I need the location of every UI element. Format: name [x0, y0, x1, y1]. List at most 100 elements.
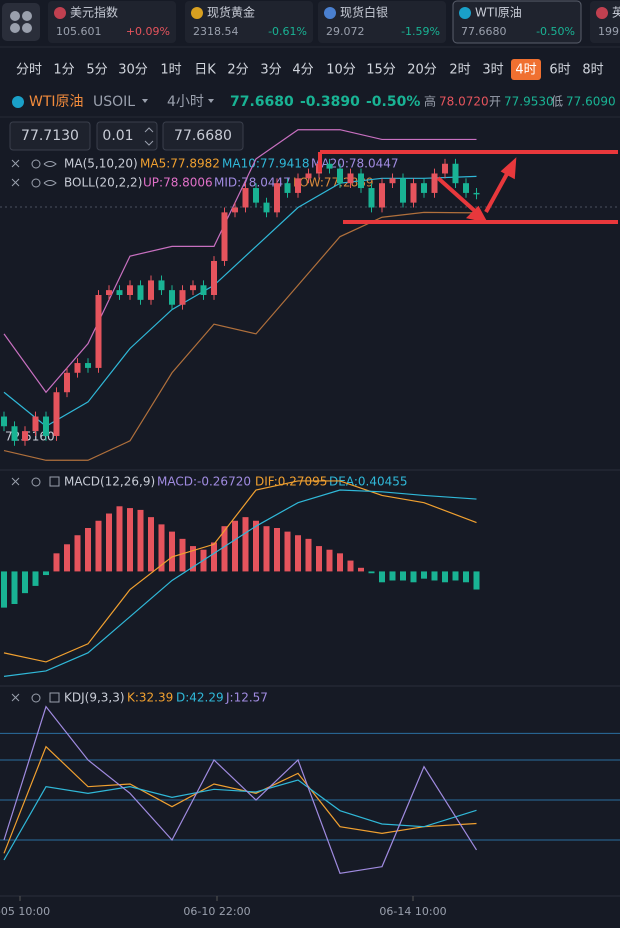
stepper[interactable]: [144, 127, 154, 146]
timeframe[interactable]: 分时: [16, 63, 42, 78]
k-line: [3, 745, 477, 854]
macd-bar: [64, 544, 70, 572]
candle-body: [326, 163, 333, 169]
timeframe[interactable]: 10分: [326, 63, 356, 78]
candle-body: [179, 290, 186, 305]
timeframe[interactable]: 30分: [118, 63, 148, 78]
legend-icons[interactable]: [11, 159, 60, 703]
candle-body: [221, 212, 228, 261]
timeframe[interactable]: 3分: [260, 63, 281, 78]
macd-bar: [473, 571, 480, 590]
candle-body: [127, 285, 133, 295]
legend-title: BOLL(20,2,2): [64, 176, 142, 190]
legend-value: MA10:77.9418: [222, 157, 310, 171]
dropdown-arrow[interactable]: [142, 99, 148, 103]
candle-body: [442, 163, 448, 174]
tab[interactable]: [185, 1, 313, 43]
high: 78.0720: [439, 95, 489, 109]
timeframe[interactable]: 1分: [53, 63, 74, 78]
dea-line: [3, 489, 477, 677]
legend-value: MA5:77.8982: [140, 157, 220, 171]
candle-body: [400, 178, 406, 203]
tab[interactable]: [48, 1, 176, 43]
legend-value: DEA:0.40455: [329, 475, 408, 489]
macd-bar: [95, 520, 102, 572]
last-price: 77.6680: [230, 94, 294, 110]
macd-bar: [326, 549, 333, 572]
timeframe[interactable]: 4分: [292, 63, 313, 78]
timeframe[interactable]: 日K: [194, 63, 216, 78]
candle-body: [242, 188, 249, 208]
tab-name: 美元指数: [70, 5, 118, 20]
input-box[interactable]: [162, 121, 244, 151]
timeframe[interactable]: 8时: [582, 63, 603, 78]
candle-body: [463, 183, 469, 193]
candle-body: [137, 285, 144, 300]
tab[interactable]: [318, 1, 446, 43]
macd-bar: [148, 517, 154, 572]
candle-body: [43, 416, 49, 436]
candle-body: [274, 183, 280, 213]
macd-bar: [211, 542, 217, 572]
input-box[interactable]: [96, 121, 158, 151]
input-price[interactable]: 77.7130: [21, 128, 79, 144]
timeframe[interactable]: 2时: [449, 63, 470, 78]
macd-bar: [242, 517, 249, 572]
candle-body: [190, 285, 196, 291]
timeframe[interactable]: 3时: [482, 63, 503, 78]
candle-body: [1, 416, 7, 427]
macd-bar: [232, 520, 238, 572]
macd-bar: [106, 513, 112, 572]
tab-change: +0.09%: [126, 25, 170, 38]
symbol[interactable]: WTI原油: [29, 94, 84, 110]
macd-bar: [442, 571, 448, 583]
open: 77.9530: [504, 95, 554, 109]
d-line: [3, 779, 477, 861]
candle-body: [284, 183, 291, 193]
j-line: [3, 705, 478, 875]
high-label: 高: [424, 94, 436, 109]
symbol-icon: [12, 96, 24, 108]
timeframe[interactable]: 2分: [227, 63, 248, 78]
macd-bar: [431, 571, 438, 581]
candle-body: [389, 178, 396, 184]
candle-body: [263, 202, 270, 213]
timeframe[interactable]: 4时: [515, 63, 536, 78]
tab-icon: [596, 7, 608, 19]
timeframe[interactable]: 1时: [160, 63, 181, 78]
legend-value: MA20:78.0447: [311, 157, 399, 171]
input-price[interactable]: 77.6680: [174, 128, 232, 144]
candle-body: [64, 372, 70, 393]
candle-body: [473, 192, 480, 195]
boll-mid: [3, 175, 477, 427]
period[interactable]: 4小时: [167, 94, 204, 110]
tab-price: 2318.54: [193, 25, 239, 38]
candle-body: [148, 280, 154, 300]
dropdown-arrow[interactable]: [208, 99, 214, 103]
change-pct: -0.50%: [366, 94, 420, 110]
menu-button[interactable]: [2, 3, 40, 41]
timeframe[interactable]: 6时: [549, 63, 570, 78]
tab-name: WTI原油: [475, 6, 522, 20]
legend-title: MACD(12,26,9): [64, 475, 155, 489]
candle-body: [368, 188, 375, 208]
candle-body: [337, 168, 343, 184]
timeframe[interactable]: 20分: [407, 63, 437, 78]
active-tab-bg: [511, 59, 541, 80]
macd-bar: [179, 538, 186, 572]
macd-bar: [22, 571, 28, 594]
macd-bar: [358, 567, 364, 572]
input-step[interactable]: 0.01: [102, 128, 133, 144]
candle-body: [85, 363, 91, 368]
candle-body: [358, 173, 364, 189]
candle-body: [431, 173, 438, 193]
macd-bar: [32, 571, 39, 586]
timeframe[interactable]: 5分: [86, 63, 107, 78]
input-box[interactable]: [9, 121, 91, 151]
macd-bar: [410, 571, 417, 583]
timeframe[interactable]: 15分: [366, 63, 396, 78]
tab[interactable]: [452, 0, 582, 44]
open-label: 开: [489, 95, 501, 109]
